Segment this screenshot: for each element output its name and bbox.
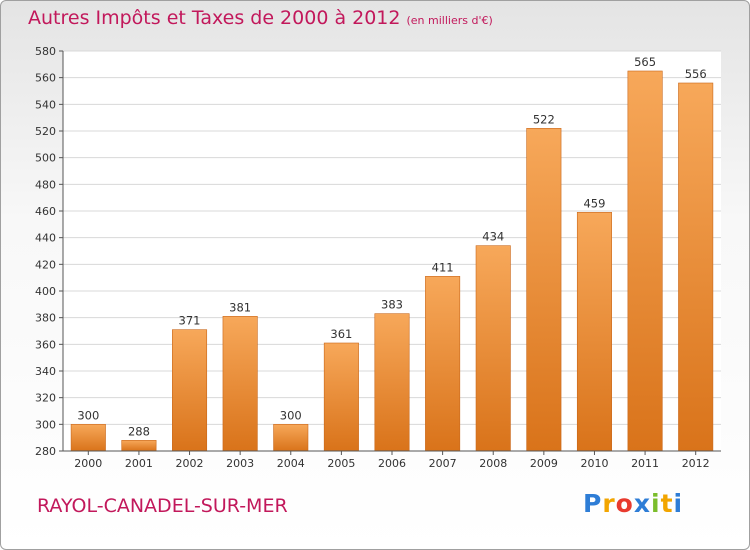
logo-letter: i [673, 489, 684, 518]
logo-letter: x [633, 489, 651, 518]
bars: 300 288 371 381 300 361 383 411 434 522 459 565 556 [70, 55, 714, 452]
proxiti-logo: Proxiti [583, 489, 683, 518]
bar-value-label: 381 [229, 300, 251, 314]
y-tick-label: 500 [35, 152, 56, 165]
logo-letter: o [615, 489, 634, 518]
x-tick-label: 2008 [479, 457, 507, 470]
bar-2009 [526, 128, 562, 452]
x-tick-label: 2003 [226, 457, 254, 470]
logo-letter: r [602, 489, 616, 518]
y-tick-label: 380 [35, 312, 56, 325]
y-tick-label: 420 [35, 258, 56, 271]
bar-value-label: 565 [634, 55, 656, 69]
logo-letter: P [583, 489, 603, 518]
bar-value-label: 522 [533, 112, 555, 126]
chart-title-text: Autres Impôts et Taxes de 2000 à 2012 [28, 7, 401, 29]
bar-2007 [425, 276, 461, 452]
logo-letter: i [651, 489, 661, 518]
bar-2008 [475, 245, 511, 452]
y-tick-label: 480 [35, 178, 56, 191]
bar-2002 [172, 329, 208, 452]
y-tick-label: 400 [35, 285, 56, 298]
bar-2010 [576, 212, 612, 452]
y-tick-label: 460 [35, 205, 56, 218]
x-tick-label: 2000 [74, 457, 102, 470]
bar-value-label: 411 [432, 260, 454, 274]
axes: 280 300 320 340 360 380 400 420 440 460 480 500 520 5… [35, 45, 721, 470]
commune-name: RAYOL-CANADEL-SUR-MER [37, 495, 288, 517]
bar-2003 [222, 316, 258, 452]
x-tick-label: 2012 [682, 457, 710, 470]
bar-value-label: 361 [330, 327, 352, 341]
logo-letter: t [660, 489, 674, 518]
x-tick-label: 2002 [176, 457, 204, 470]
bar-value-label: 383 [381, 298, 403, 312]
bar-value-label: 300 [77, 408, 99, 422]
bar-value-label: 288 [128, 424, 150, 438]
y-tick-label: 300 [35, 418, 56, 431]
x-tick-label: 2011 [631, 457, 659, 470]
bar-value-label: 371 [179, 314, 201, 328]
x-tick-label: 2006 [378, 457, 406, 470]
bar-value-label: 556 [685, 67, 707, 81]
x-tick-label: 2005 [327, 457, 355, 470]
bar-2001 [121, 440, 157, 452]
x-tick-label: 2001 [125, 457, 153, 470]
bar-2004 [273, 424, 309, 452]
y-tick-label: 440 [35, 232, 56, 245]
bar-2012 [678, 82, 714, 452]
x-tick-label: 2010 [580, 457, 608, 470]
bar-value-label: 434 [482, 230, 504, 244]
y-tick-label: 520 [35, 125, 56, 138]
y-tick-label: 340 [35, 365, 56, 378]
x-tick-label: 2009 [530, 457, 558, 470]
y-tick-label: 560 [35, 72, 56, 85]
bar-2011 [627, 70, 663, 452]
bar-value-label: 459 [583, 196, 605, 210]
bar-2000 [70, 424, 106, 452]
y-tick-label: 540 [35, 98, 56, 111]
y-tick-label: 580 [35, 45, 56, 58]
x-tick-label: 2004 [277, 457, 305, 470]
bar-2005 [323, 342, 359, 452]
bar-2006 [374, 313, 410, 452]
y-tick-label: 320 [35, 392, 56, 405]
y-tick-label: 280 [35, 445, 56, 458]
chart-title: Autres Impôts et Taxes de 2000 à 2012 (en… [28, 7, 493, 29]
chart-subtitle: (en milliers d'€) [406, 14, 493, 27]
bar-value-label: 300 [280, 408, 302, 422]
y-tick-label: 360 [35, 338, 56, 351]
x-tick-label: 2007 [429, 457, 457, 470]
